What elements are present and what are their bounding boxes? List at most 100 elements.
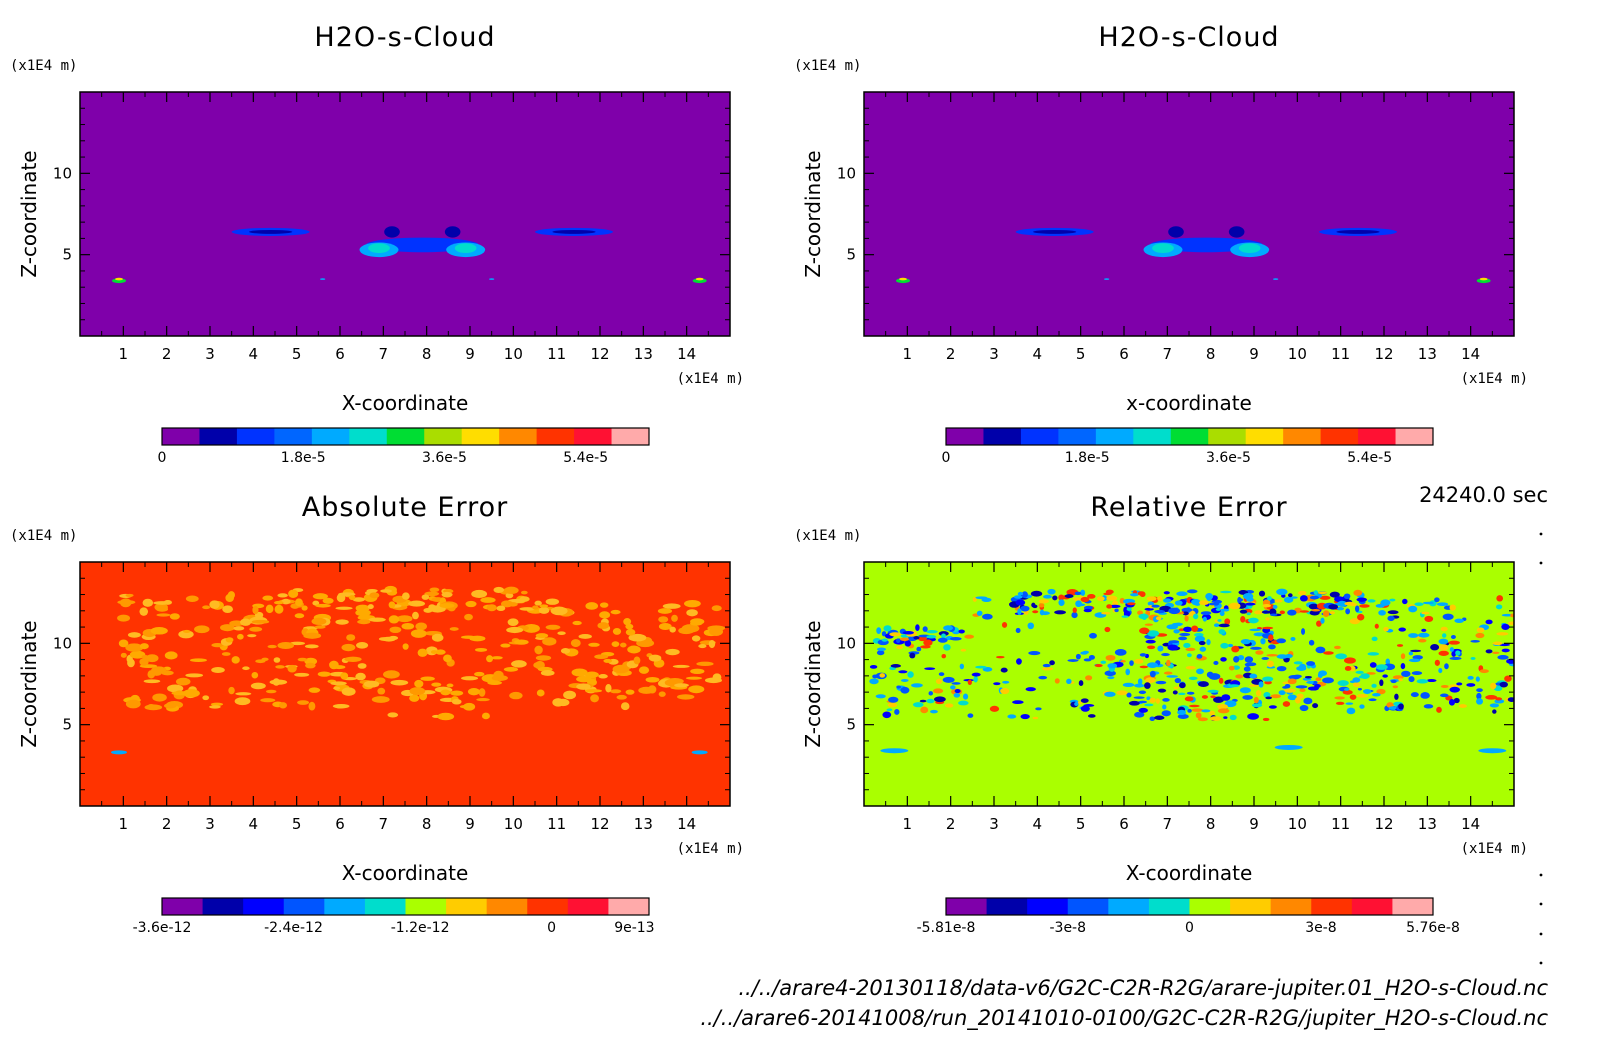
- error-patch: [1390, 679, 1397, 684]
- colorbar-swatch: [1358, 428, 1397, 445]
- error-patch: [1185, 647, 1196, 652]
- error-patch: [1408, 605, 1418, 613]
- error-patch: [1042, 667, 1054, 671]
- error-patch: [1088, 655, 1095, 660]
- error-patch: [1489, 703, 1500, 708]
- error-patch: [662, 603, 681, 609]
- error-patch: [1489, 682, 1497, 690]
- error-patch: [711, 605, 722, 612]
- error-patch: [584, 689, 603, 693]
- error-patch: [368, 617, 386, 622]
- error-patch: [1147, 630, 1160, 637]
- colorbar-swatch: [608, 898, 650, 915]
- error-patch: [1290, 636, 1296, 641]
- error-patch: [976, 610, 983, 616]
- field-features: [112, 226, 707, 284]
- error-patch: [691, 750, 708, 755]
- error-patch: [1191, 625, 1199, 632]
- error-patch: [1121, 615, 1129, 618]
- error-patch: [1074, 701, 1079, 707]
- error-patch: [896, 638, 901, 644]
- error-patch: [441, 591, 453, 598]
- error-patch: [1116, 690, 1128, 696]
- error-patch: [571, 668, 588, 677]
- error-patch: [1027, 622, 1035, 630]
- error-patch: [1336, 607, 1344, 611]
- error-patch: [1249, 628, 1262, 632]
- error-patch: [145, 654, 159, 663]
- error-patch: [1071, 612, 1078, 619]
- error-patch: [1089, 632, 1097, 639]
- error-patch: [1161, 710, 1171, 717]
- error-patch: [202, 695, 210, 701]
- error-patch: [1083, 658, 1092, 662]
- x-tick-label: 6: [1119, 345, 1129, 363]
- error-patch: [1205, 593, 1214, 600]
- error-patch: [250, 682, 266, 690]
- error-patch: [1157, 645, 1164, 652]
- error-patch: [1253, 696, 1259, 704]
- x-tick-label: 8: [1206, 815, 1216, 833]
- error-patch: [1392, 685, 1399, 689]
- colorbar-swatch: [1189, 898, 1231, 915]
- error-patch: [1299, 704, 1309, 712]
- error-patch: [1380, 599, 1391, 606]
- error-patch: [912, 702, 924, 708]
- error-patch: [1229, 714, 1237, 721]
- error-patch: [1080, 651, 1088, 655]
- error-patch: [1438, 650, 1449, 656]
- error-patch: [597, 622, 610, 630]
- error-patch: [1439, 644, 1449, 651]
- error-patch: [1345, 608, 1351, 615]
- error-patch: [1177, 709, 1187, 715]
- error-patch: [1166, 624, 1179, 630]
- error-patch: [982, 613, 993, 620]
- error-patch: [1220, 657, 1227, 662]
- error-patch: [901, 678, 909, 682]
- error-patch: [1385, 658, 1391, 666]
- error-patch: [658, 616, 669, 623]
- error-patch: [941, 633, 946, 639]
- x-axis-label: x-coordinate: [1126, 391, 1252, 415]
- error-patch: [1450, 635, 1456, 639]
- error-patch: [1485, 619, 1493, 625]
- error-patch: [916, 646, 922, 652]
- error-patch: [1100, 660, 1107, 664]
- error-patch: [209, 600, 220, 609]
- cloud-feature: [1104, 278, 1110, 280]
- error-patch: [1258, 590, 1266, 597]
- error-patch: [1454, 618, 1465, 624]
- error-patch: [478, 688, 486, 697]
- error-patch: [1436, 602, 1449, 606]
- error-patch: [225, 637, 234, 643]
- error-patch: [139, 607, 149, 616]
- error-patch: [538, 606, 550, 614]
- error-patch: [648, 654, 662, 662]
- error-patch: [1476, 627, 1485, 633]
- error-patch: [1107, 663, 1118, 669]
- colorbar-frame: [161, 427, 650, 446]
- error-patch: [1302, 677, 1312, 681]
- error-patch: [1151, 604, 1160, 608]
- error-patch: [252, 605, 259, 615]
- error-patch: [185, 595, 199, 603]
- error-patch: [1400, 653, 1406, 660]
- error-patch: [1250, 646, 1262, 650]
- error-patch: [410, 629, 427, 638]
- error-patch: [451, 698, 462, 705]
- error-patch: [928, 691, 934, 696]
- error-patch: [504, 586, 519, 595]
- dotted-marks: [1539, 532, 1543, 965]
- error-patch: [1083, 605, 1094, 610]
- error-patch: [1104, 691, 1116, 697]
- error-patch: [882, 711, 892, 719]
- error-patch: [287, 664, 297, 673]
- error-patch: [1138, 690, 1147, 695]
- error-patch: [1114, 608, 1119, 613]
- error-patch: [1149, 716, 1156, 721]
- error-patch: [117, 599, 136, 605]
- error-patch: [910, 683, 923, 688]
- error-patch: [346, 634, 356, 641]
- error-patch: [1375, 664, 1388, 670]
- error-patch: [182, 689, 200, 698]
